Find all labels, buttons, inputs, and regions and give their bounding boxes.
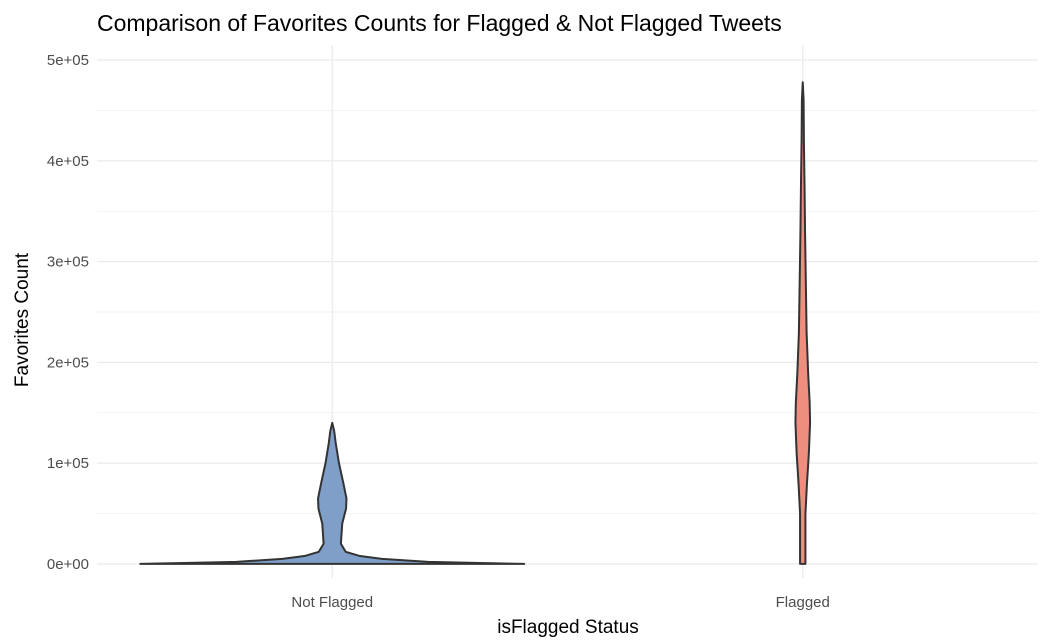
violin-not-flagged <box>139 421 526 565</box>
y-tick-label: 3e+05 <box>47 254 89 271</box>
x-axis-title: isFlagged Status <box>497 617 639 638</box>
chart-title: Comparison of Favorites Counts for Flagg… <box>97 10 782 36</box>
x-tick-label: Flagged <box>776 594 830 611</box>
grid-layer <box>97 45 1038 578</box>
axis-layer: 0e+00 1e+05 2e+05 3e+05 4e+05 5e+05 Not Flagge… <box>47 52 830 611</box>
y-tick-label: 4e+05 <box>47 153 89 170</box>
y-tick-label: 2e+05 <box>47 354 89 371</box>
violin-flagged <box>794 81 812 565</box>
y-axis-title: Favorites Count <box>12 252 33 387</box>
x-tick-label: Not Flagged <box>291 594 373 611</box>
violin-layer <box>139 81 812 565</box>
y-tick-label: 5e+05 <box>47 52 89 69</box>
y-tick-label: 0e+00 <box>47 556 89 573</box>
y-tick-label: 1e+05 <box>47 455 89 472</box>
